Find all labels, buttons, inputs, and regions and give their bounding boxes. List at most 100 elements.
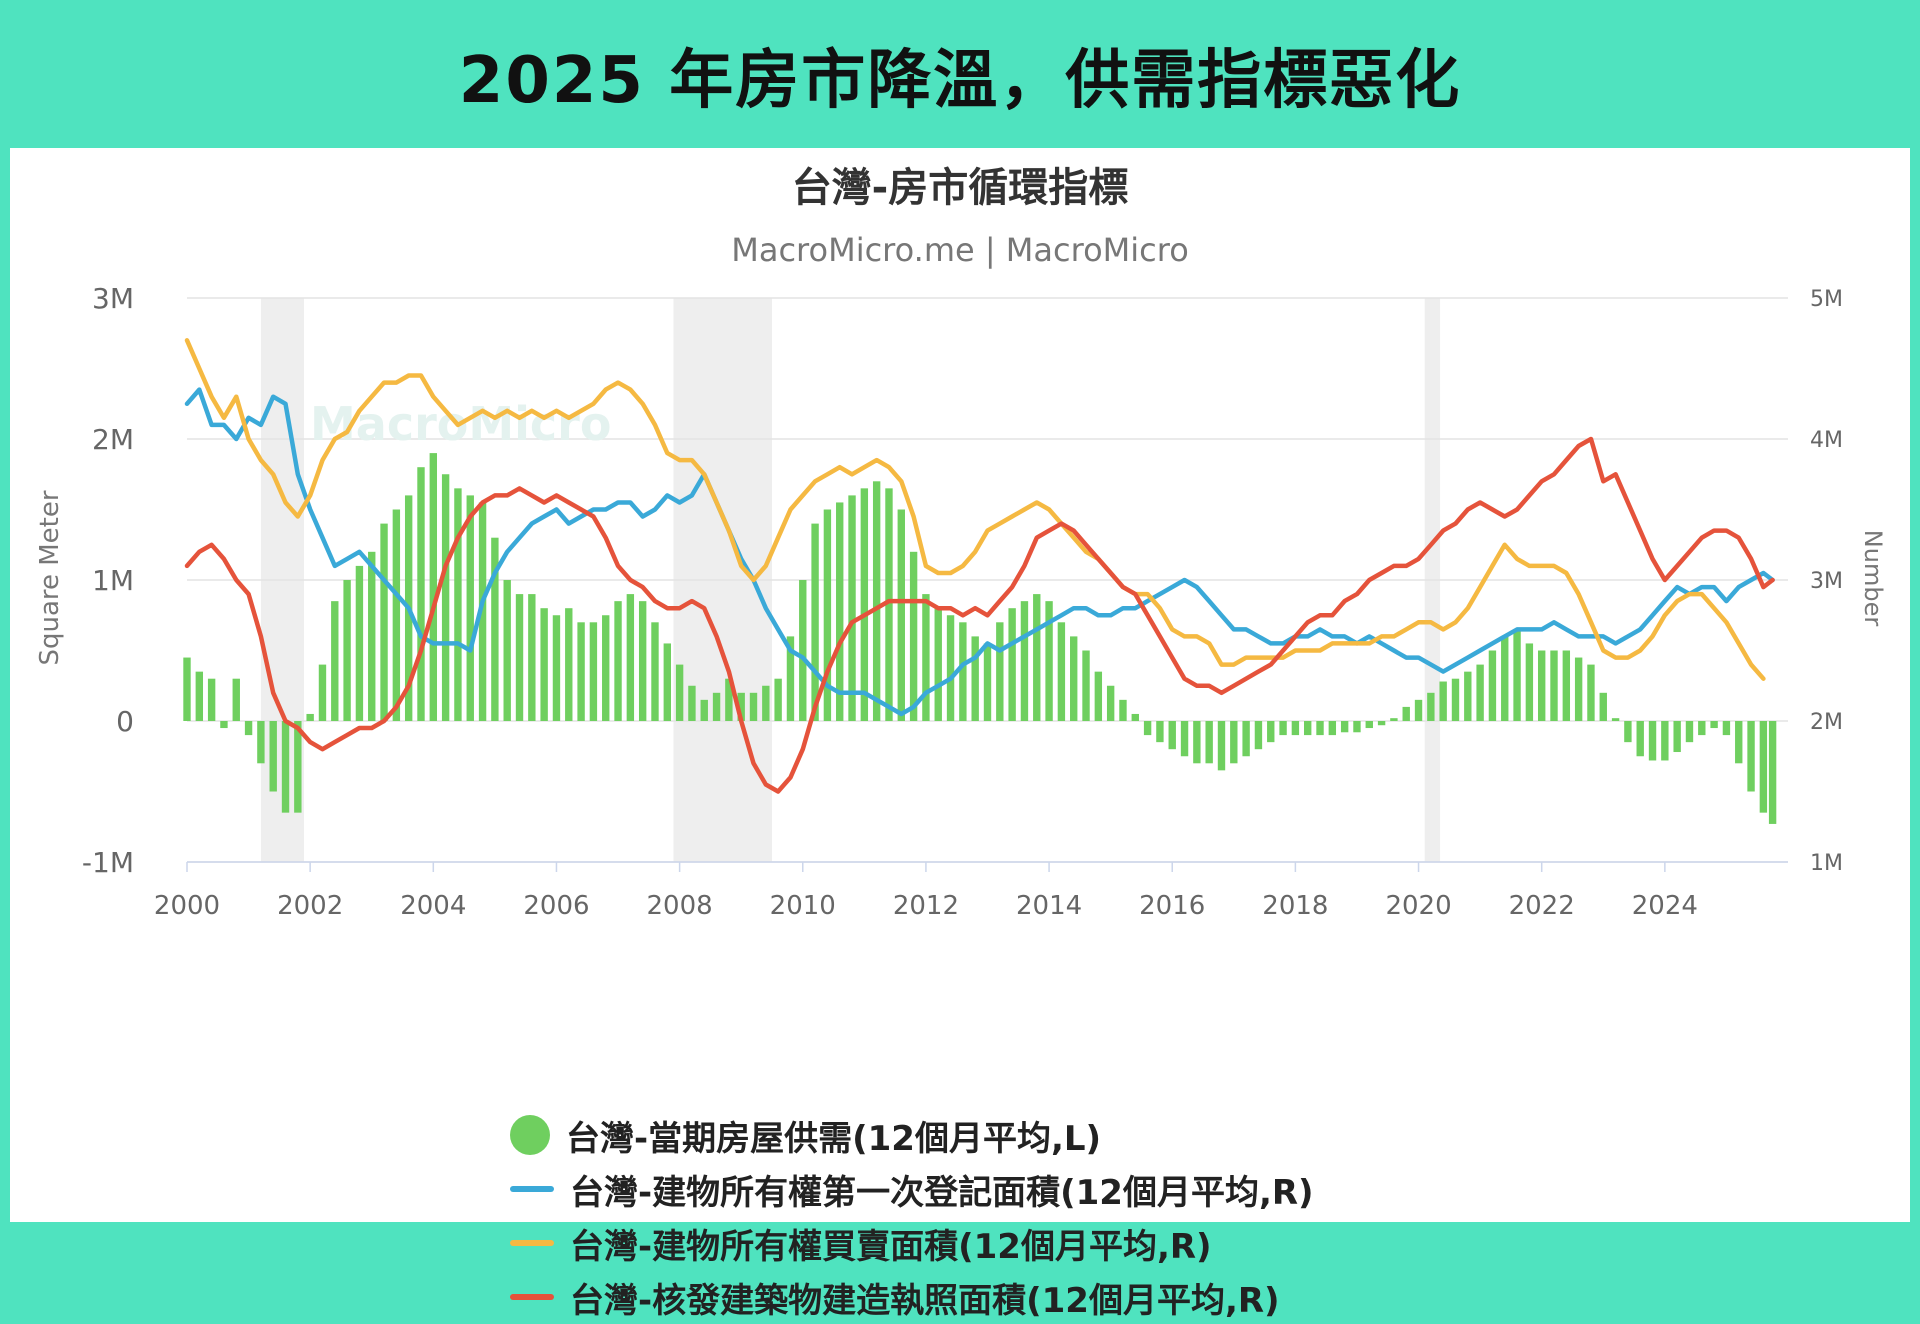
x-tick-label: 2024: [1632, 891, 1698, 921]
supply-bar: [1193, 721, 1201, 764]
supply-bar: [380, 523, 388, 721]
supply-bar: [1057, 622, 1066, 721]
supply-bar: [1070, 636, 1078, 721]
supply-bar: [1402, 706, 1410, 721]
registration-line: [184, 387, 1775, 717]
supply-bar: [1353, 721, 1361, 733]
supply-bar: [1735, 721, 1743, 764]
supply-bar: [1525, 643, 1534, 721]
supply-bar: [1488, 650, 1497, 721]
supply-bar: [1020, 601, 1029, 721]
supply-bar: [1414, 699, 1423, 721]
supply-bar: [897, 509, 905, 721]
supply-bar: [1082, 650, 1090, 721]
x-tick-label: 2020: [1385, 891, 1451, 921]
supply-bar: [934, 608, 942, 721]
supply-bar: [565, 608, 573, 721]
supply-bar: [1254, 721, 1263, 750]
supply-bar: [1377, 721, 1386, 726]
supply-bar: [1648, 721, 1657, 761]
supply-bar: [749, 692, 758, 721]
supply-bar: [441, 474, 450, 721]
green-dot-icon: [510, 1115, 550, 1155]
supply-bar: [257, 721, 265, 764]
supply-bar: [1340, 721, 1349, 733]
left-axis-label: Square Meter: [35, 490, 65, 665]
supply-bar: [860, 488, 869, 721]
supply-bar: [207, 678, 216, 721]
series-lines: [184, 338, 1775, 794]
chart-subtitle: MacroMicro.me | MacroMicro: [731, 231, 1189, 269]
left-tick-label: 3M: [92, 282, 134, 315]
supply-bar: [540, 608, 548, 721]
supply-bar: [614, 601, 622, 721]
supply-bar: [700, 699, 708, 721]
legend-label: 台灣-建物所有權第一次登記面積(12個月平均,R): [570, 1172, 1314, 1213]
legend-item-supply[interactable]: 台灣-當期房屋供需(12個月平均,L): [510, 1108, 1314, 1162]
supply-bar: [220, 721, 228, 729]
legend-label: 台灣-建物所有權買賣面積(12個月平均,R): [570, 1226, 1212, 1267]
supply-bar: [454, 488, 462, 721]
supply-bar: [774, 678, 782, 721]
supply-bar: [183, 657, 191, 721]
chart-title: 台灣-房市循環指標: [792, 165, 1129, 211]
page-frame: 2025 年房市降溫，供需指標惡化 MacroMicro 3M 2M 1M 0 -1M …: [10, 44, 1910, 1321]
supply-bar: [1008, 608, 1016, 721]
supply-bar: [1390, 718, 1398, 721]
supply-bar: [1180, 721, 1189, 757]
supply-bar: [1550, 650, 1558, 721]
x-tick-label: 2016: [1139, 891, 1205, 921]
banner-title: 2025 年房市降溫，供需指標惡化: [458, 44, 1462, 118]
supply-bar: [1242, 721, 1250, 757]
supply-bar: [725, 678, 733, 721]
supply-bar: [589, 622, 598, 721]
supply-bar: [996, 622, 1004, 721]
legend-item-permits[interactable]: 台灣-核發建築物建造執照面積(12個月平均,R): [510, 1270, 1314, 1324]
x-tick-label: 2010: [770, 891, 836, 921]
supply-bar: [971, 636, 979, 721]
legend-item-sales[interactable]: 台灣-建物所有權買賣面積(12個月平均,R): [510, 1216, 1314, 1270]
supply-bar: [1279, 721, 1287, 736]
right-tick-label: 4M: [1810, 428, 1843, 453]
supply-bar: [1033, 594, 1041, 721]
supply-bar: [1119, 699, 1127, 721]
supply-bar: [306, 713, 314, 721]
supply-bar: [1143, 721, 1152, 736]
supply-bar: [1230, 721, 1238, 764]
supply-bar: [1747, 721, 1755, 792]
supply-bar: [983, 643, 992, 721]
left-tick-label: 1M: [92, 564, 134, 597]
chart-panel: MacroMicro 3M 2M 1M 0 -1M 5M 4M 3M 2M 1M 2000 200…: [10, 148, 1910, 1321]
supply-bar: [1094, 671, 1103, 721]
supply-bar: [602, 615, 610, 721]
supply-bar: [737, 692, 745, 721]
supply-bar: [712, 692, 721, 721]
x-tick-label: 2012: [893, 891, 959, 921]
supply-bar: [281, 721, 290, 813]
legend-label: 台灣-當期房屋供需(12個月平均,L): [566, 1118, 1102, 1159]
x-tick-label: 2006: [523, 891, 589, 921]
right-tick-label: 3M: [1810, 569, 1843, 594]
supply-bar: [491, 537, 499, 721]
supply-bar: [786, 636, 795, 721]
supply-bar: [1768, 721, 1777, 824]
supply-bar: [1304, 721, 1312, 736]
supply-bar: [528, 594, 536, 721]
supply-bar: [1328, 721, 1337, 736]
supply-bar: [515, 594, 524, 721]
supply-bar: [1710, 721, 1718, 729]
supply-bar: [1476, 664, 1484, 721]
right-tick-label: 2M: [1810, 710, 1843, 735]
supply-bar: [466, 495, 474, 721]
supply-bar: [503, 580, 511, 721]
supply-bar: [1722, 721, 1731, 736]
legend-label: 台灣-核發建築物建造執照面積(12個月平均,R): [570, 1280, 1280, 1321]
supply-bar: [959, 622, 967, 721]
supply-bar: [799, 580, 807, 721]
legend-item-registration[interactable]: 台灣-建物所有權第一次登記面積(12個月平均,R): [510, 1162, 1314, 1216]
supply-bar: [294, 721, 302, 813]
supply-bar: [1427, 692, 1435, 721]
left-tick-label: 2M: [92, 423, 134, 456]
supply-bar: [1587, 664, 1595, 721]
left-tick-label: 0: [116, 705, 134, 738]
